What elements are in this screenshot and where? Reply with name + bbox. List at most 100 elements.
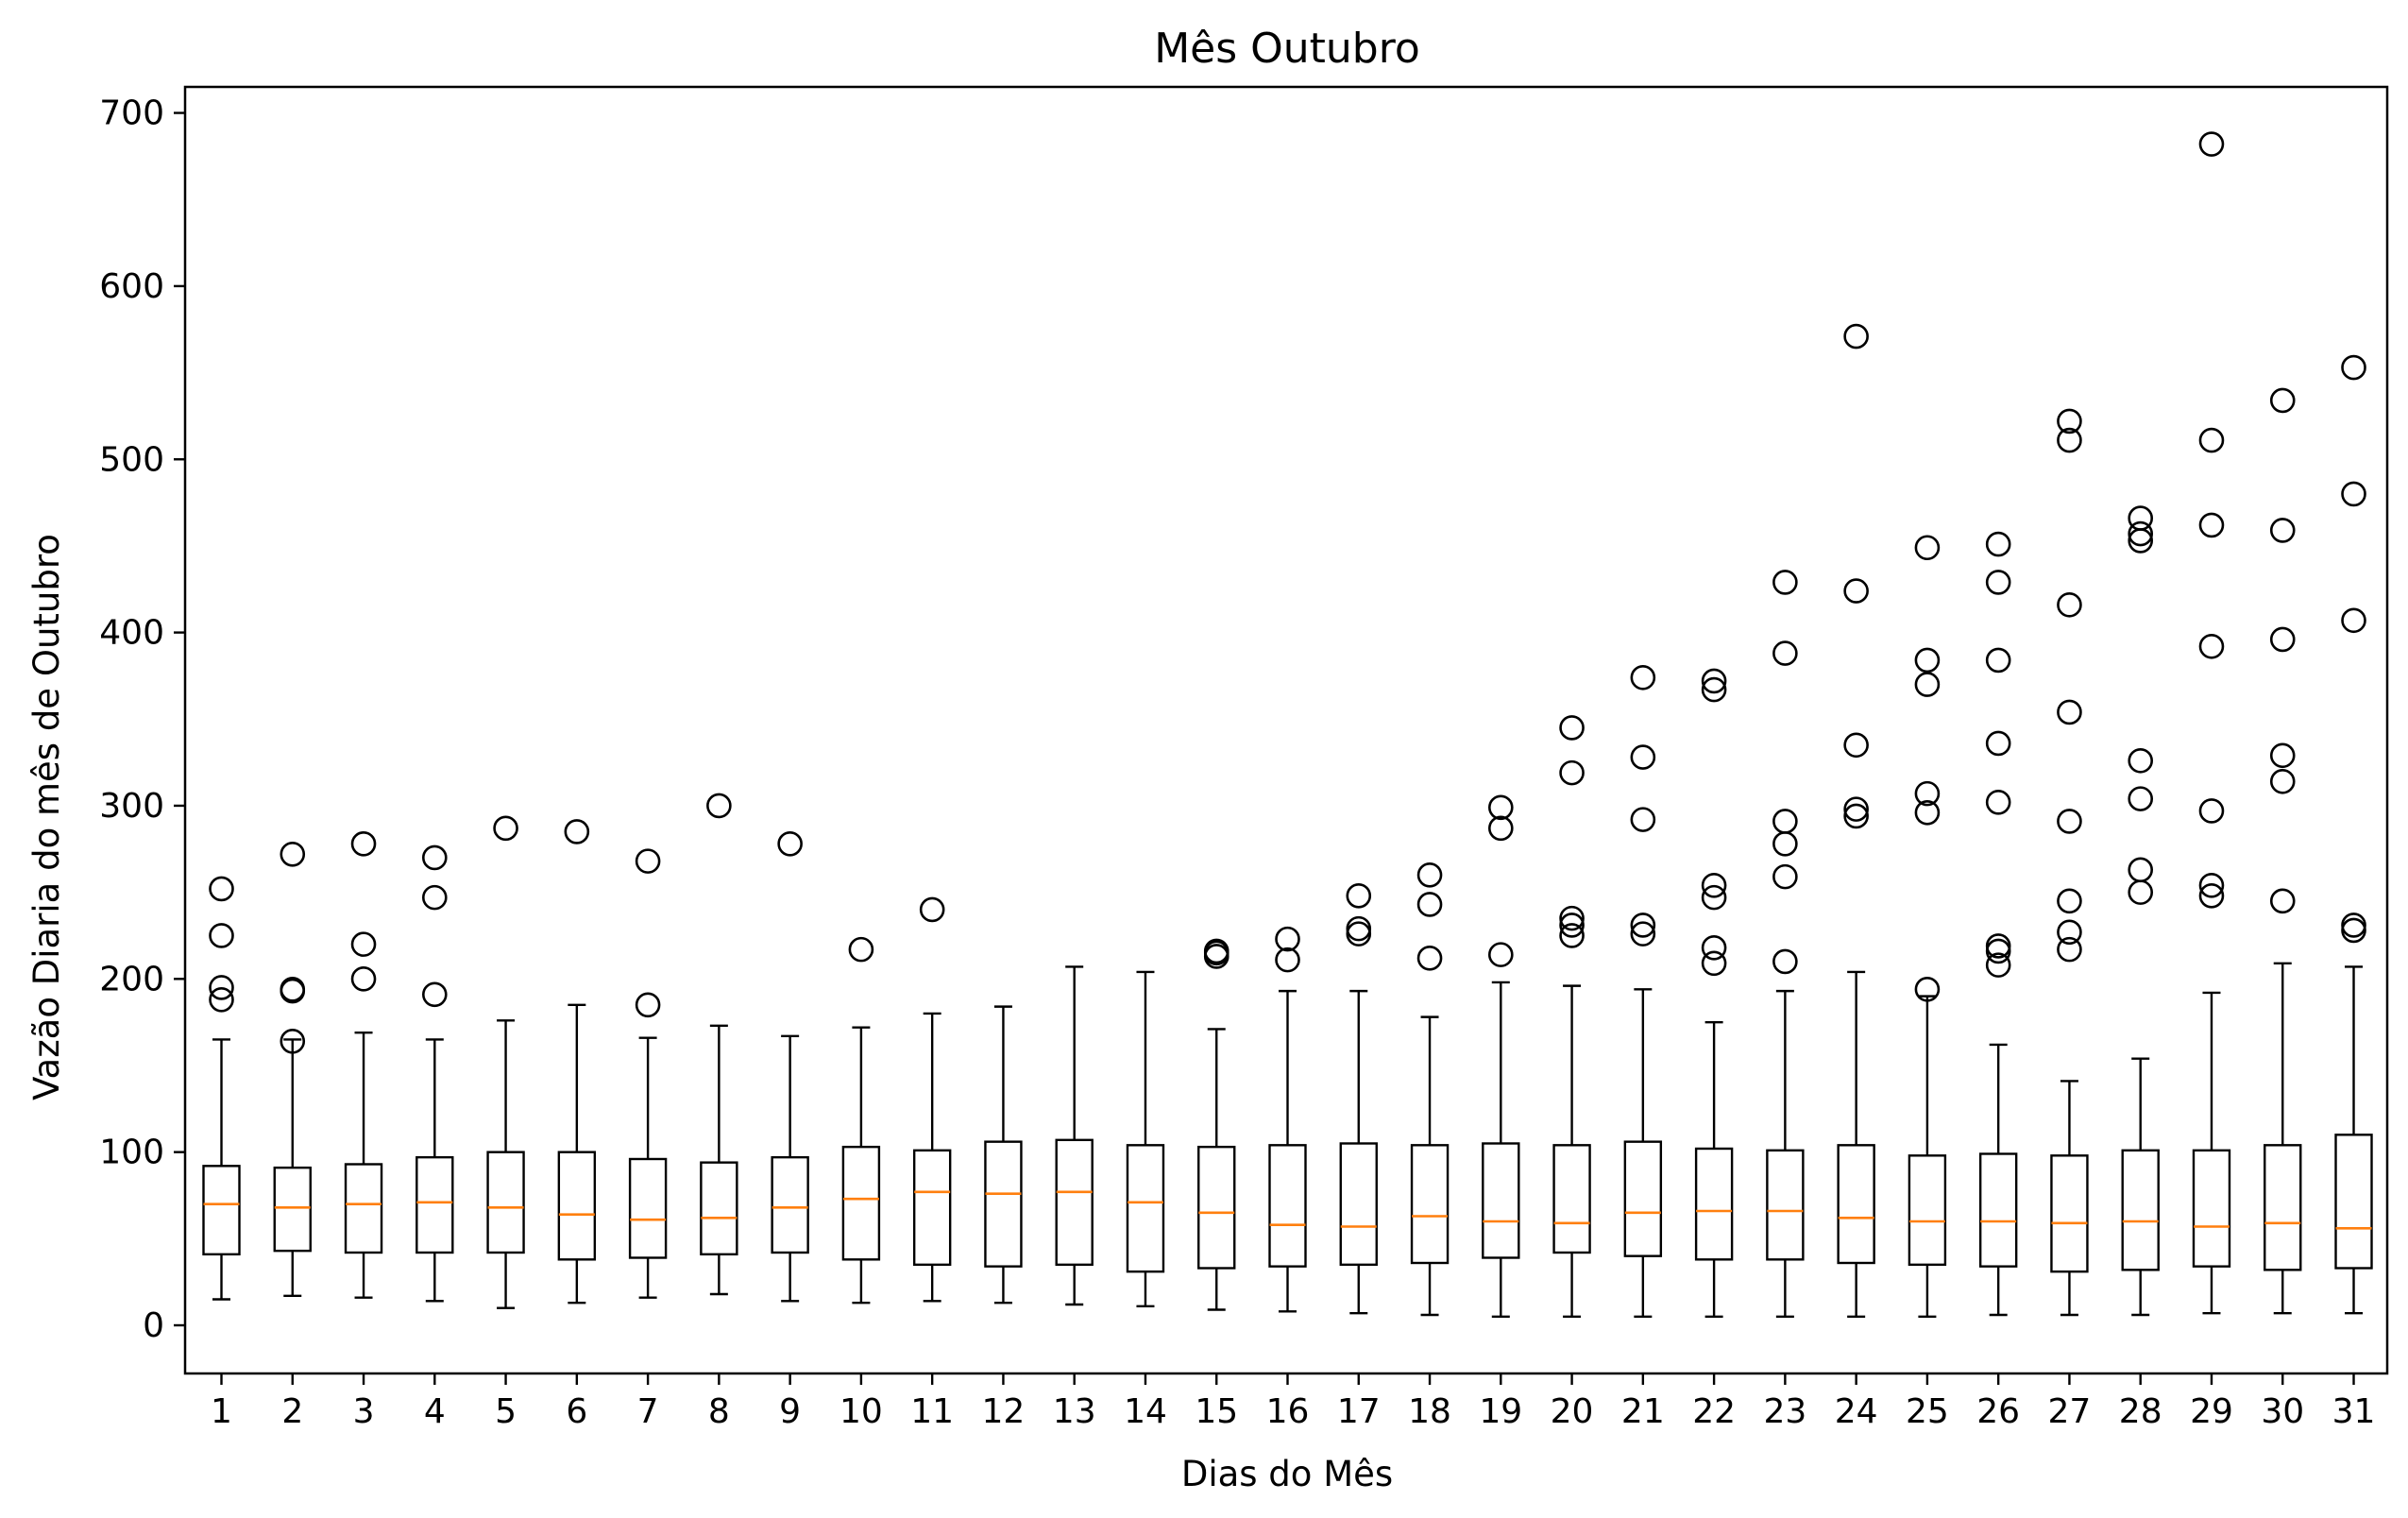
outlier-point	[2128, 747, 2154, 774]
outlier-point	[635, 992, 661, 1018]
box-day-26	[1978, 531, 2018, 1317]
iqr-box	[1197, 1145, 1236, 1270]
x-axis-ticks: 1 2 3 4 5 6 7 8 9 10 11 12 13 14 15 16 17 18 19 20 21 22 23 24 2…	[211, 1373, 2375, 1431]
outlier-point	[1985, 952, 2011, 978]
outlier-point	[2269, 626, 2296, 653]
box-day-31	[2334, 354, 2373, 1315]
outlier-point	[1985, 933, 2011, 959]
outlier-point	[1416, 945, 1443, 971]
box-day-20	[1552, 715, 1591, 1319]
x-tick-label: 25	[1906, 1392, 1949, 1431]
x-tick-label: 13	[1053, 1392, 1096, 1431]
x-tick-label: 14	[1124, 1392, 1167, 1431]
outlier-point	[2198, 798, 2225, 824]
x-tick-label: 8	[708, 1392, 730, 1431]
x-tick-label: 4	[424, 1392, 446, 1431]
outlier-point	[1772, 948, 1798, 975]
outlier-point	[2198, 872, 2225, 898]
iqr-box	[1410, 1144, 1450, 1265]
iqr-box	[1268, 1144, 1307, 1268]
outlier-point	[209, 876, 234, 902]
outlier-point	[1559, 905, 1585, 931]
outlier-point	[1630, 921, 1656, 947]
x-tick-label: 26	[1976, 1392, 2020, 1431]
x-tick-label: 21	[1621, 1392, 1665, 1431]
outlier-point	[1416, 892, 1443, 917]
box-day-17	[1339, 882, 1378, 1315]
outlier-point	[1914, 977, 1941, 1002]
x-tick-label: 10	[839, 1392, 883, 1431]
y-axis-ticks: 0 100 200 300 400 500 600 700	[99, 94, 185, 1345]
x-tick-label: 30	[2261, 1392, 2304, 1431]
iqr-box	[628, 1157, 668, 1259]
iqr-box	[486, 1151, 525, 1254]
outlier-point	[2128, 786, 2154, 811]
outlier-point	[2057, 591, 2082, 618]
iqr-box	[912, 1149, 952, 1267]
outlier-point	[2269, 888, 2296, 914]
box-day-11	[912, 896, 952, 1303]
box-day-7	[628, 848, 668, 1299]
outlier-point	[2269, 768, 2296, 794]
outlier-point	[1275, 947, 1300, 973]
y-tick-label: 0	[143, 1306, 164, 1345]
x-tick-label: 6	[566, 1392, 587, 1431]
iqr-box	[557, 1151, 597, 1261]
x-tick-label: 17	[1337, 1392, 1381, 1431]
outlier-point	[1346, 882, 1372, 909]
outlier-point	[1772, 809, 1798, 834]
box-day-5	[486, 815, 525, 1309]
outlier-point	[919, 896, 945, 923]
outlier-point	[280, 1029, 306, 1054]
x-tick-label: 16	[1266, 1392, 1310, 1431]
box-day-30	[2264, 387, 2302, 1315]
y-tick-label: 600	[99, 267, 164, 306]
outlier-point	[777, 830, 803, 857]
x-tick-label: 23	[1763, 1392, 1806, 1431]
box-day-29	[2192, 131, 2231, 1315]
plot-marks	[202, 131, 2373, 1319]
chart-title: Mês Outubro	[1154, 25, 1420, 73]
outlier-point	[2128, 520, 2154, 547]
box-day-27	[2050, 408, 2089, 1317]
iqr-box	[1766, 1149, 1805, 1261]
outlier-point	[1488, 794, 1514, 821]
outlier-point	[2341, 354, 2366, 381]
outlier-point	[1843, 796, 1869, 822]
outlier-point	[1701, 676, 1727, 703]
outlier-point	[2341, 607, 2366, 634]
box-day-14	[1126, 970, 1165, 1308]
box-day-12	[984, 1005, 1023, 1305]
outlier-point	[1985, 647, 2011, 674]
x-tick-label: 1	[211, 1392, 232, 1431]
outlier-point	[2128, 857, 2154, 883]
outlier-point	[1416, 861, 1443, 888]
outlier-point	[2198, 427, 2225, 453]
outlier-point	[1488, 815, 1514, 842]
x-tick-label: 9	[779, 1392, 801, 1431]
outlier-point	[1559, 715, 1585, 741]
iqr-box	[1623, 1140, 1663, 1257]
box-day-21	[1623, 664, 1663, 1319]
iqr-box	[2050, 1154, 2089, 1273]
outlier-point	[1843, 732, 1869, 759]
y-tick-label: 700	[99, 94, 164, 133]
outlier-point	[1630, 913, 1656, 938]
iqr-box	[2334, 1134, 2373, 1270]
outlier-point	[1772, 570, 1798, 595]
iqr-box	[202, 1165, 241, 1256]
iqr-box	[1482, 1142, 1520, 1259]
outlier-point	[1843, 803, 1869, 829]
outlier-point	[1488, 942, 1514, 967]
outlier-point	[2341, 481, 2366, 507]
plot-frame	[183, 85, 2389, 1375]
outlier-point	[1914, 780, 1941, 807]
x-tick-label: 22	[1692, 1392, 1736, 1431]
outlier-point	[493, 815, 518, 842]
box-day-25	[1908, 535, 1947, 1319]
outlier-point	[2057, 408, 2082, 435]
outlier-point	[1559, 759, 1585, 786]
y-tick-label: 100	[99, 1134, 164, 1172]
iqr-box	[2192, 1149, 2231, 1268]
outlier-point	[2269, 518, 2296, 543]
